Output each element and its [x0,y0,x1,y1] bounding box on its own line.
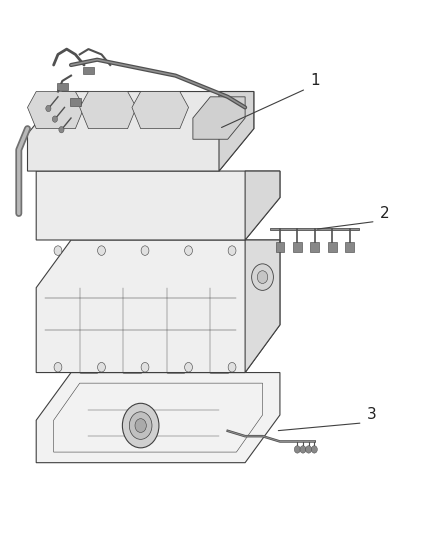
Circle shape [185,246,192,255]
Circle shape [54,246,62,255]
Polygon shape [80,92,136,128]
Text: 1: 1 [310,74,320,88]
Bar [293,242,302,252]
Text: 2: 2 [380,206,389,221]
Circle shape [98,362,106,372]
Circle shape [122,403,159,448]
Circle shape [129,412,152,439]
Polygon shape [132,92,188,128]
Polygon shape [245,240,280,373]
Bar [83,67,94,74]
Polygon shape [36,373,280,463]
Polygon shape [28,92,84,128]
Polygon shape [36,240,280,373]
Polygon shape [36,171,280,240]
Circle shape [141,246,149,255]
Circle shape [141,362,149,372]
Circle shape [252,264,273,290]
Bar [57,83,67,90]
Polygon shape [219,92,254,171]
Circle shape [228,362,236,372]
Circle shape [54,362,62,372]
Circle shape [300,446,306,453]
Circle shape [311,446,318,453]
Bar [311,242,319,252]
Bar [70,99,81,106]
Circle shape [294,446,300,453]
Circle shape [228,246,236,255]
Circle shape [98,246,106,255]
Bar [328,242,336,252]
Circle shape [306,446,312,453]
Circle shape [185,362,192,372]
Bar [345,242,354,252]
Circle shape [46,106,51,112]
Circle shape [135,419,146,432]
Circle shape [257,271,268,284]
Polygon shape [245,171,280,240]
Bar [276,242,284,252]
Circle shape [52,116,57,122]
Text: 3: 3 [367,407,376,423]
Polygon shape [28,92,254,171]
Polygon shape [193,97,245,139]
Circle shape [59,126,64,133]
